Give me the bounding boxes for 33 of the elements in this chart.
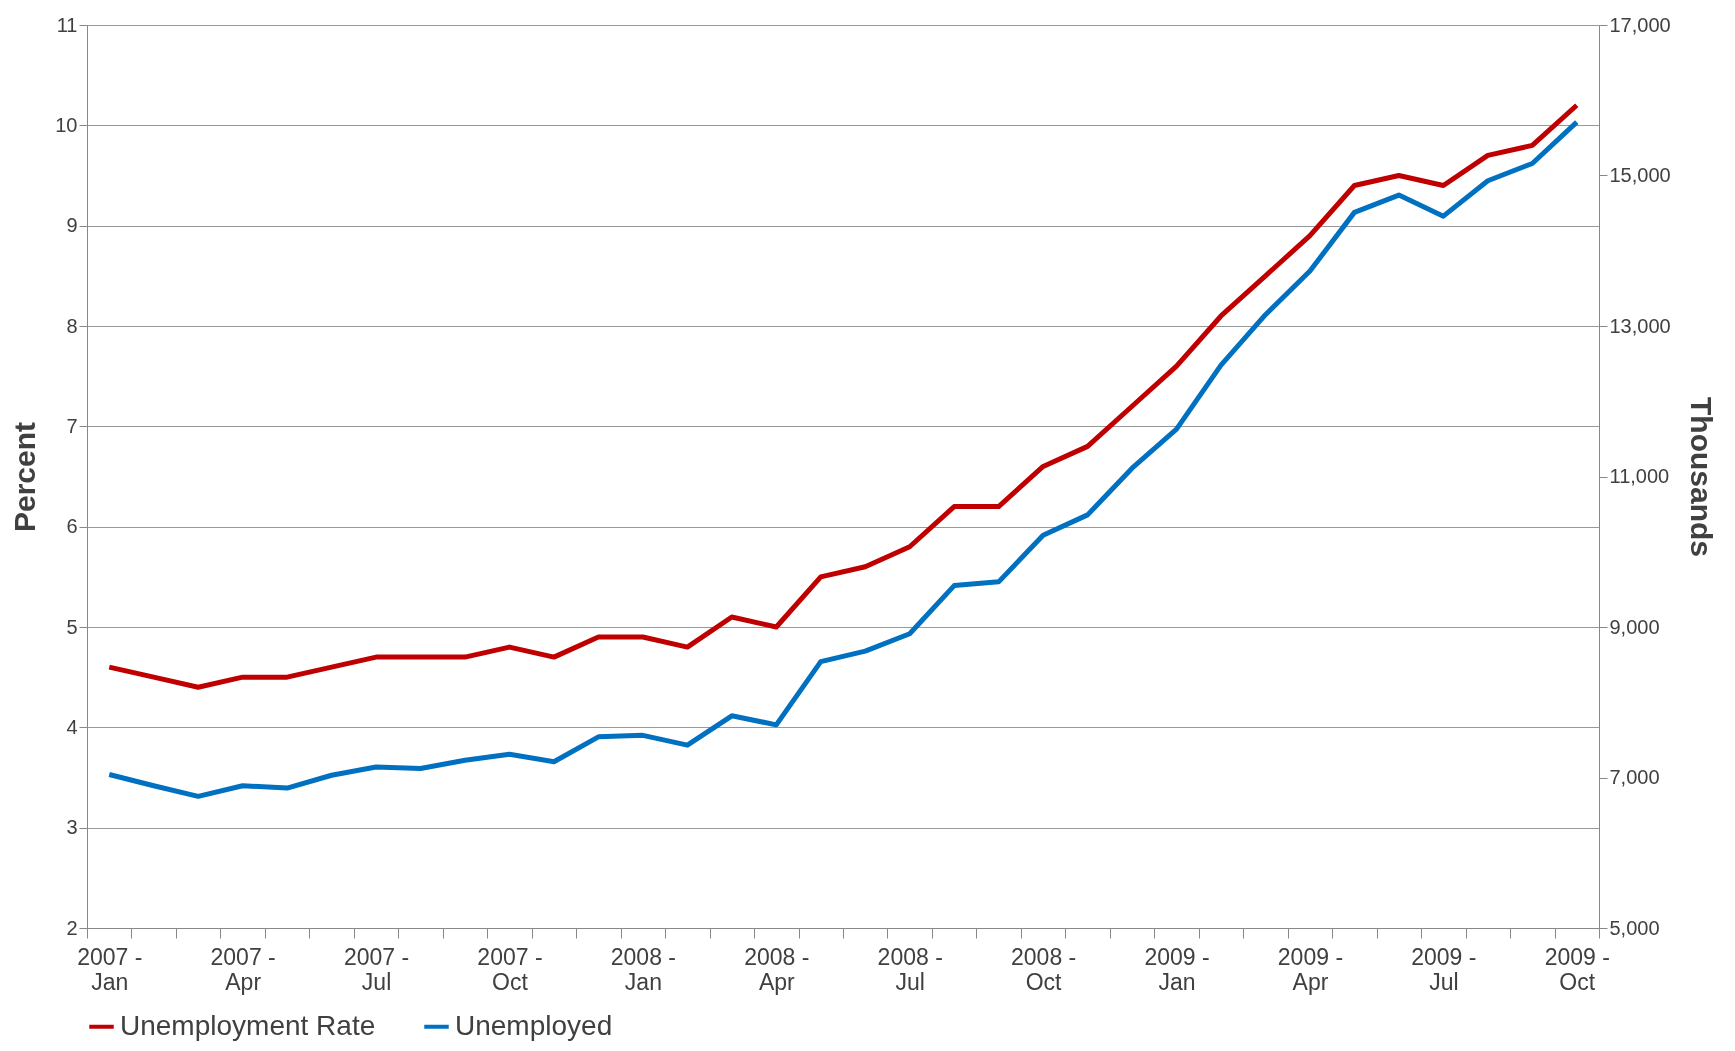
y-tick-label: 11 [56,13,78,36]
x-tick-label: 2008 - Apr [744,943,810,995]
y-tick-label: 7 [66,414,78,437]
y-tick-label: 2 [66,916,78,939]
y-tick-label: 9 [66,214,78,237]
legend-label: Unemployed [455,1009,613,1041]
x-tick-label: 2009 - Oct [1544,943,1610,995]
y-tick-label: 8 [66,314,78,337]
x-tick-label: 2007 - Oct [477,943,543,995]
y2-tick-label: 7,000 [1609,766,1660,788]
y2-tick-label: 17,000 [1609,13,1671,36]
x-tick-label: 2007 - Apr [210,943,276,995]
y-axis-title: Percent [8,421,42,533]
y-tick-label: 3 [66,816,78,839]
y2-tick-label: 13,000 [1609,314,1671,337]
y-tick-label: 6 [66,515,78,538]
y2-axis-title: Thousands [1684,396,1718,558]
y2-tick-label: 15,000 [1609,164,1671,186]
x-tick-label: 2009 - Apr [1277,943,1344,995]
x-tick-label: 2009 - Jul [1411,943,1477,995]
y-tick-label: 5 [66,615,78,638]
y-tick-label: 10 [55,113,78,136]
y2-tick-label: 5,000 [1609,916,1660,939]
x-tick-label: 2008 - Jul [877,943,943,995]
x-tick-label: 2008 - Jan [610,943,676,995]
legend-label: Unemployment Rate [120,1009,376,1041]
y2-tick-label: 9,000 [1609,615,1660,638]
y2-tick-label: 11,000 [1609,465,1670,487]
x-tick-label: 2009 - Jan [1144,943,1210,995]
x-tick-label: 2008 - Oct [1011,943,1077,995]
x-tick-label: 2007 - Jan [77,943,143,995]
y-tick-label: 4 [66,715,78,738]
x-tick-label: 2007 - Jul [343,943,410,995]
